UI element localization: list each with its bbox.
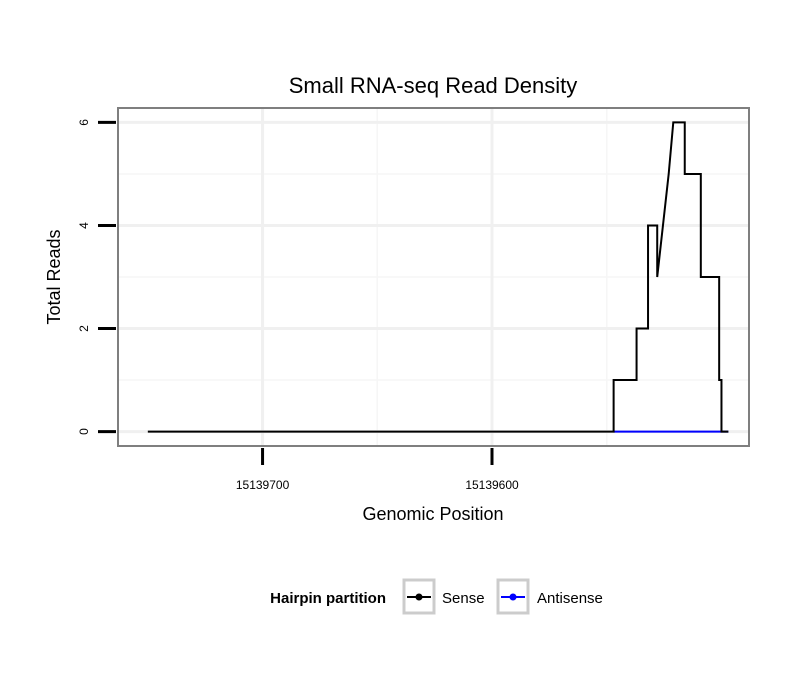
legend-entry-antisense: Antisense [496, 578, 603, 615]
y-tick-label-3: 6 [77, 119, 91, 126]
plot-area [117, 107, 750, 447]
y-axis-title: Total Reads [44, 229, 64, 324]
y-tick-label-0: 0 [77, 428, 91, 435]
legend-entry-sense: Sense [402, 578, 485, 615]
legend-dot-antisense [509, 593, 517, 601]
x-tick-label-1: 15139600 [465, 478, 519, 492]
legend: Hairpin partition Sense Antisense [270, 578, 603, 615]
y-tick-label-2: 4 [77, 222, 91, 229]
x-axis: 15139700 15139600 [236, 448, 519, 492]
legend-label-antisense: Antisense [537, 590, 603, 607]
y-tick-label-1: 2 [77, 325, 91, 332]
x-tick-label-0: 15139700 [236, 478, 290, 492]
plot-border [117, 107, 750, 447]
y-axis: 0 2 4 6 [77, 119, 116, 435]
x-axis-title: Genomic Position [362, 504, 503, 524]
series-layer [147, 121, 729, 433]
minor-gridlines [118, 108, 749, 446]
series-line-sense [147, 121, 729, 433]
chart-title: Small RNA-seq Read Density [289, 73, 578, 98]
legend-title: Hairpin partition [270, 590, 386, 607]
legend-dot-sense [415, 593, 423, 601]
legend-label-sense: Sense [442, 590, 485, 607]
